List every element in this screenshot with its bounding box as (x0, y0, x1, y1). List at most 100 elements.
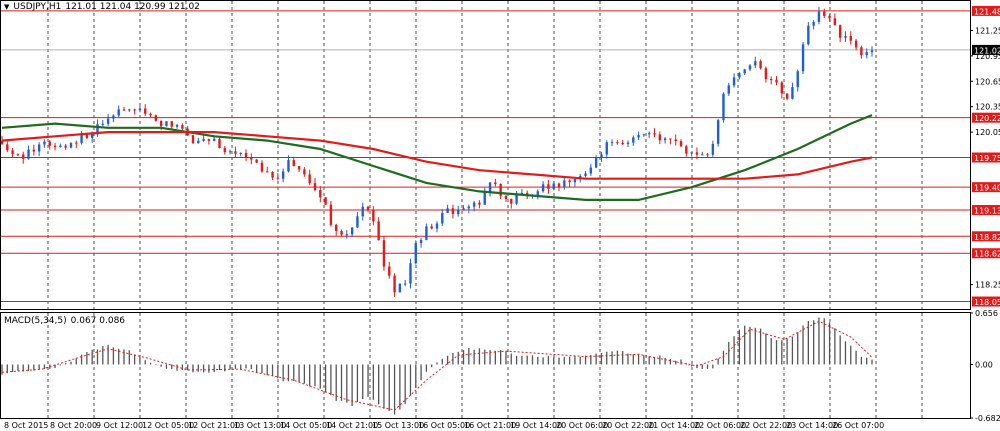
candle-body (738, 73, 741, 78)
candle-body (589, 167, 593, 174)
candle-body (833, 18, 837, 26)
candle-body (170, 121, 173, 127)
candle-body (271, 172, 274, 178)
y-tick-label: 120.05 (975, 128, 1000, 137)
candle-body (223, 147, 227, 153)
macd-signal-line (1, 320, 873, 411)
candle-body (785, 93, 789, 99)
candle-body (175, 124, 179, 127)
candle-body (488, 182, 492, 192)
candle-body (860, 47, 863, 56)
x-tick-label: 12 Oct 21:00 (188, 421, 240, 430)
candle-body (22, 154, 25, 159)
moving-average-green-line (1, 114, 873, 201)
ohlc-values: 121.01 121.04 120.99 121.02 (65, 2, 200, 12)
candle-body (27, 149, 30, 159)
x-tick-label: 8 Oct 20:00 (50, 421, 97, 430)
macd-y-tick-label: 0.656 (975, 309, 998, 318)
candle-body (43, 141, 46, 145)
price-level-label: 121.48 (974, 7, 1000, 16)
candle-body (510, 199, 513, 204)
candle-body (462, 208, 465, 210)
candle-body (801, 44, 805, 72)
candle-body (159, 120, 163, 127)
candle-body (690, 152, 693, 154)
candle-body (356, 216, 359, 228)
price-level-tag (972, 182, 1000, 193)
x-tick-label: 22 Oct 06:00 (694, 421, 746, 430)
candle-body (409, 263, 412, 284)
x-tick-label: 13 Oct 13:00 (234, 421, 286, 430)
candle-body (218, 138, 221, 148)
moving-average-red-line (1, 131, 873, 180)
candle-body (117, 109, 120, 116)
candle-body (197, 140, 200, 144)
candle-body (138, 108, 142, 111)
x-tick-label: 26 Oct 07:00 (832, 421, 884, 430)
candle-body (748, 65, 752, 70)
candle-body (308, 174, 311, 184)
candle-body (632, 137, 635, 143)
candle-body (292, 160, 295, 167)
candle-body (791, 87, 794, 99)
candle-body (303, 169, 306, 175)
candle-body (202, 138, 205, 141)
candle-body (64, 145, 67, 148)
candle-body (425, 226, 428, 240)
candle-body (133, 109, 136, 111)
symbol-label: USDJPY,H1 (13, 2, 62, 12)
candle-body (483, 191, 486, 205)
price-level-label: 118.62 (974, 250, 1000, 259)
candle-body (377, 221, 380, 241)
candle-body (515, 194, 518, 204)
candle-body (181, 124, 184, 129)
price-level-tag (972, 5, 1000, 16)
candle-body (80, 134, 83, 144)
candle-body (754, 61, 757, 66)
x-tick-label: 16 Oct 21:00 (464, 421, 516, 430)
candle-body (128, 109, 131, 111)
candle-body (732, 77, 736, 86)
candle-body (154, 115, 158, 121)
candle-body (48, 141, 51, 146)
candle-body (520, 192, 524, 195)
candle-body (16, 154, 20, 156)
candle-body (75, 142, 78, 144)
candle-body (716, 120, 720, 144)
candle-body (340, 230, 343, 235)
candle-body (419, 239, 423, 244)
y-tick-label: 120.95 (975, 52, 1000, 61)
candle-body (626, 142, 630, 144)
collapse-triangle-icon[interactable]: ▼ (4, 3, 10, 11)
candle-body (11, 150, 14, 155)
candle-body (770, 79, 773, 81)
x-tick-label: 12 Oct 05:00 (142, 421, 194, 430)
candle-body (90, 134, 94, 138)
candle-body (260, 162, 264, 172)
x-tick-label: 19 Oct 14:00 (510, 421, 562, 430)
candle-body (499, 184, 502, 196)
chart-header: ▼ USDJPY,H1 121.01 121.04 120.99 121.02 (4, 2, 200, 12)
candle-body (191, 135, 195, 144)
candle-body (144, 108, 147, 114)
price-level-label: 119.13 (974, 207, 1000, 216)
x-tick-label: 14 Oct 21:00 (326, 421, 378, 430)
candle-body (807, 25, 810, 45)
candle-body (669, 138, 672, 140)
candle-body (457, 209, 460, 215)
candle-body (366, 206, 370, 211)
price-level-tag (972, 248, 1000, 259)
candle-body (600, 154, 603, 158)
candle-body (266, 171, 269, 173)
price-level-tag (972, 112, 1000, 123)
candle-body (112, 115, 115, 119)
candle-body (345, 234, 349, 236)
candle-body (122, 109, 126, 111)
x-tick-label: 21 Oct 14:00 (648, 421, 700, 430)
candle-body (234, 151, 237, 154)
candle-body (817, 11, 821, 22)
candle-body (557, 183, 561, 187)
candle-body (287, 160, 290, 172)
candle-body (722, 93, 725, 121)
